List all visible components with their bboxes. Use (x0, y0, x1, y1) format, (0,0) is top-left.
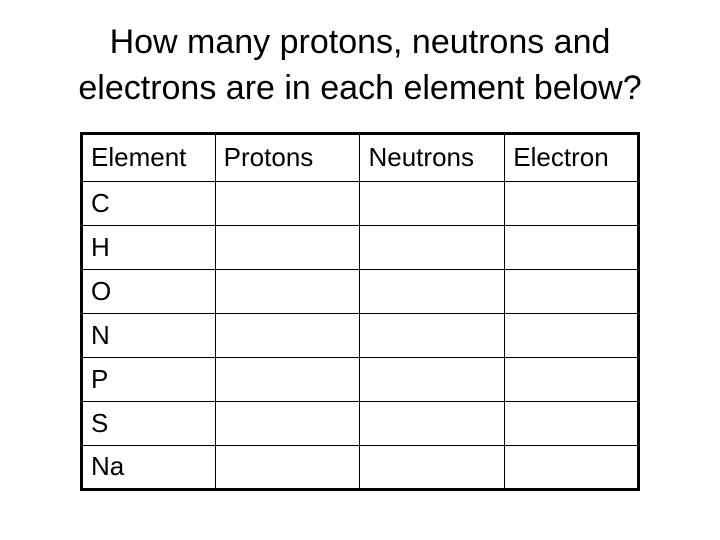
cell-electron (505, 357, 639, 401)
cell-protons (215, 401, 360, 445)
table-container: Element Protons Neutrons Electron C H O … (40, 132, 680, 491)
cell-neutrons (360, 357, 505, 401)
cell-protons (215, 269, 360, 313)
table-row: Na (82, 445, 639, 489)
table-row: N (82, 313, 639, 357)
element-table: Element Protons Neutrons Electron C H O … (80, 132, 640, 491)
table-row: H (82, 225, 639, 269)
column-header-element: Element (82, 133, 216, 181)
cell-protons (215, 313, 360, 357)
cell-neutrons (360, 225, 505, 269)
cell-element: Na (82, 445, 216, 489)
cell-element: P (82, 357, 216, 401)
title-line-2: electrons are in each element below? (78, 69, 641, 107)
page-title: How many protons, neutrons and electrons… (40, 20, 680, 112)
cell-protons (215, 445, 360, 489)
column-header-protons: Protons (215, 133, 360, 181)
cell-element: C (82, 181, 216, 225)
cell-neutrons (360, 445, 505, 489)
cell-element: N (82, 313, 216, 357)
column-header-neutrons: Neutrons (360, 133, 505, 181)
cell-protons (215, 225, 360, 269)
cell-element: O (82, 269, 216, 313)
table-row: S (82, 401, 639, 445)
cell-electron (505, 269, 639, 313)
cell-electron (505, 181, 639, 225)
cell-neutrons (360, 313, 505, 357)
cell-electron (505, 313, 639, 357)
cell-neutrons (360, 269, 505, 313)
cell-protons (215, 357, 360, 401)
table-row: P (82, 357, 639, 401)
cell-element: H (82, 225, 216, 269)
cell-protons (215, 181, 360, 225)
cell-electron (505, 401, 639, 445)
table-row: Element Protons Neutrons Electron (82, 133, 639, 181)
table-row: O (82, 269, 639, 313)
column-header-electron: Electron (505, 133, 639, 181)
cell-electron (505, 225, 639, 269)
cell-neutrons (360, 401, 505, 445)
cell-neutrons (360, 181, 505, 225)
cell-electron (505, 445, 639, 489)
cell-element: S (82, 401, 216, 445)
title-line-1: How many protons, neutrons and (110, 23, 611, 61)
table-row: C (82, 181, 639, 225)
